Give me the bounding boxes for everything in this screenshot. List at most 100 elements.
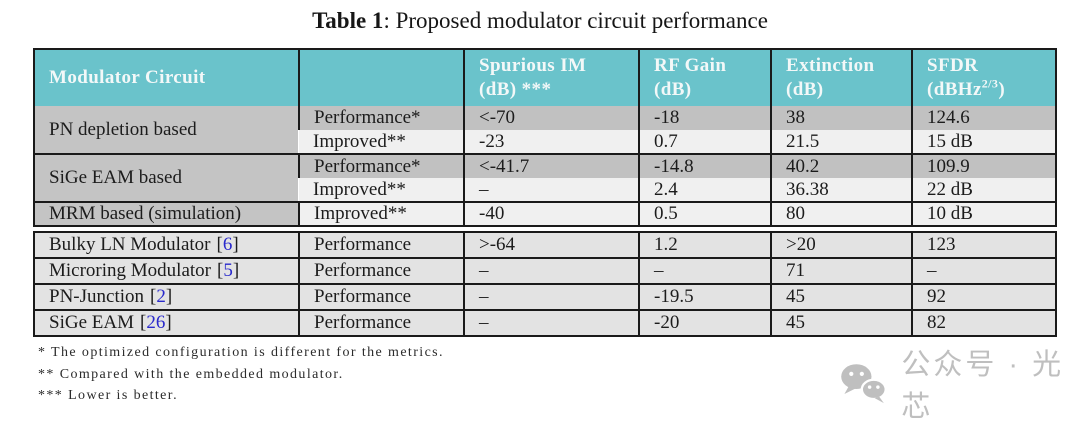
group-name-sige-eam: SiGe EAM based	[34, 153, 299, 202]
extinction-cell: 45	[770, 309, 912, 336]
citation-link[interactable]: 2	[156, 286, 166, 307]
sfdr-unit-prefix: (dBHz	[927, 79, 982, 100]
table-caption-number: Table 1	[312, 8, 384, 33]
sfdr-cell: 123	[911, 232, 1056, 258]
cite-bracket-open: [	[216, 234, 223, 255]
reference-label: Microring Modulator	[49, 260, 212, 281]
rf-gain-cell: 0.7	[638, 130, 771, 154]
group-name-pn-depletion: PN depletion based	[34, 106, 299, 154]
mode-cell: Performance	[298, 283, 464, 310]
group-name-mrm: MRM based (simulation)	[34, 201, 299, 226]
extinction-cell: 40.2	[770, 153, 912, 178]
sfdr-cell: 124.6	[911, 106, 1056, 130]
extinction-cell: 45	[770, 283, 912, 310]
rf-gain-cell: -20	[638, 309, 771, 336]
row-sige-eam-reference: SiGe EAM [26] Performance – -20 45 82	[34, 309, 1056, 336]
col-header-rf-gain-line2: (dB)	[654, 79, 692, 100]
col-header-sfdr-line2: (dBHz2/3)	[927, 78, 1051, 102]
spurious-im-cell: –	[463, 178, 639, 202]
wechat-icon	[841, 364, 887, 404]
extinction-cell: 71	[770, 257, 912, 284]
sfdr-cell: 92	[911, 283, 1056, 310]
row-mrm-improved: MRM based (simulation) Improved** -40 0.…	[34, 201, 1056, 226]
mode-cell: Performance*	[298, 153, 464, 178]
footnote-optimized-config: * The optimized configuration is differe…	[38, 345, 444, 360]
table-caption: Table 1: Proposed modulator circuit perf…	[0, 8, 1080, 34]
reference-modulators-table: Bulky LN Modulator [6] Performance >-64 1…	[33, 231, 1057, 337]
mode-cell: Performance	[298, 232, 464, 258]
spurious-im-cell: >-64	[463, 232, 639, 258]
mode-cell: Performance	[298, 309, 464, 336]
row-pn-depletion-improved: Improved** -23 0.7 21.5 15 dB	[34, 130, 1056, 154]
sfdr-unit-exponent: 2/3	[981, 76, 999, 91]
row-pn-depletion-performance: PN depletion based Performance* <-70 -18…	[34, 106, 1056, 154]
mode-cell: Improved**	[299, 130, 464, 154]
spurious-im-cell: –	[463, 309, 639, 336]
col-header-spurious-im: Spurious IM (dB) ***	[463, 49, 639, 106]
col-header-rf-gain: RF Gain (dB)	[638, 49, 771, 106]
cite-bracket-close: ]	[165, 286, 173, 307]
spurious-im-cell: <-41.7	[463, 153, 639, 178]
spurious-im-cell: –	[463, 257, 639, 284]
spurious-im-cell: <-70	[463, 106, 639, 130]
spurious-im-cell: -23	[463, 130, 639, 154]
col-header-sfdr-line1: SFDR	[927, 55, 979, 76]
cite-bracket-close: ]	[232, 260, 240, 281]
col-header-extinction-line1: Extinction	[786, 55, 875, 76]
reference-name: Bulky LN Modulator [6]	[34, 232, 299, 258]
col-header-modulator-circuit: Modulator Circuit	[34, 49, 299, 106]
sfdr-unit-suffix: )	[998, 79, 1006, 100]
col-header-extinction-line2: (dB)	[786, 79, 824, 100]
reference-label: Bulky LN Modulator	[49, 234, 211, 255]
extinction-cell: >20	[770, 232, 912, 258]
cite-bracket-open: [	[139, 312, 147, 333]
spurious-im-cell: -40	[463, 201, 639, 226]
rf-gain-cell: -18	[638, 106, 771, 130]
reference-name: SiGe EAM [26]	[34, 309, 299, 336]
performance-table-wrap: Modulator Circuit Spurious IM (dB) *** R…	[33, 48, 1057, 337]
table-caption-text: : Proposed modulator circuit performance	[383, 8, 768, 33]
page: Table 1: Proposed modulator circuit perf…	[0, 8, 1080, 423]
sfdr-cell: –	[911, 257, 1056, 284]
footnotes: * The optimized configuration is differe…	[38, 342, 444, 407]
cite-bracket-close: ]	[165, 312, 172, 333]
cite-bracket-close: ]	[232, 234, 239, 255]
citation-link[interactable]: 5	[223, 260, 233, 281]
footnote-lower-better: *** Lower is better.	[38, 388, 178, 403]
rf-gain-cell: 1.2	[638, 232, 771, 258]
sfdr-cell: 10 dB	[911, 201, 1056, 226]
extinction-cell: 21.5	[770, 130, 912, 154]
extinction-cell: 36.38	[770, 178, 912, 202]
footnote-compared-embedded: ** Compared with the embedded modulator.	[38, 366, 344, 382]
mode-cell: Improved**	[299, 178, 464, 202]
mode-cell: Performance	[298, 257, 464, 284]
row-bulky-ln-modulator: Bulky LN Modulator [6] Performance >-64 1…	[34, 232, 1056, 258]
mode-cell: Performance*	[298, 106, 464, 130]
cite-bracket-open: [	[217, 260, 224, 281]
citation-link[interactable]: 6	[222, 234, 233, 255]
sfdr-cell: 82	[911, 309, 1056, 336]
cite-bracket-open: [	[150, 286, 157, 307]
watermark-label: 公众号 · 光芯	[901, 349, 1065, 423]
rf-gain-cell: 0.5	[638, 201, 771, 226]
rf-gain-cell: -14.8	[638, 153, 771, 178]
extinction-cell: 38	[770, 106, 912, 130]
row-pn-junction: PN-Junction [2] Performance – -19.5 45 92	[34, 283, 1056, 310]
reference-label: PN-Junction	[49, 286, 144, 307]
row-microring-modulator: Microring Modulator [5] Performance – – 7…	[34, 257, 1056, 284]
citation-link[interactable]: 26	[146, 312, 166, 333]
col-header-mode	[298, 49, 464, 106]
sfdr-cell: 109.9	[911, 153, 1056, 178]
sfdr-cell: 22 dB	[911, 178, 1056, 202]
watermark: 公众号 · 光芯	[838, 341, 1080, 425]
row-sige-eam-performance: SiGe EAM based Performance* <-41.7 -14.8…	[34, 153, 1056, 202]
table-header-row: Modulator Circuit Spurious IM (dB) *** R…	[34, 49, 1056, 106]
section-separator	[33, 227, 1055, 231]
col-header-extinction: Extinction (dB)	[770, 49, 912, 106]
reference-name: PN-Junction [2]	[34, 283, 299, 310]
rf-gain-cell: -19.5	[638, 283, 771, 310]
sfdr-cell: 15 dB	[911, 130, 1056, 154]
reference-name: Microring Modulator [5]	[34, 257, 299, 284]
col-header-spurious-im-line2: (dB) ***	[479, 79, 552, 100]
mode-cell: Improved**	[298, 201, 464, 226]
